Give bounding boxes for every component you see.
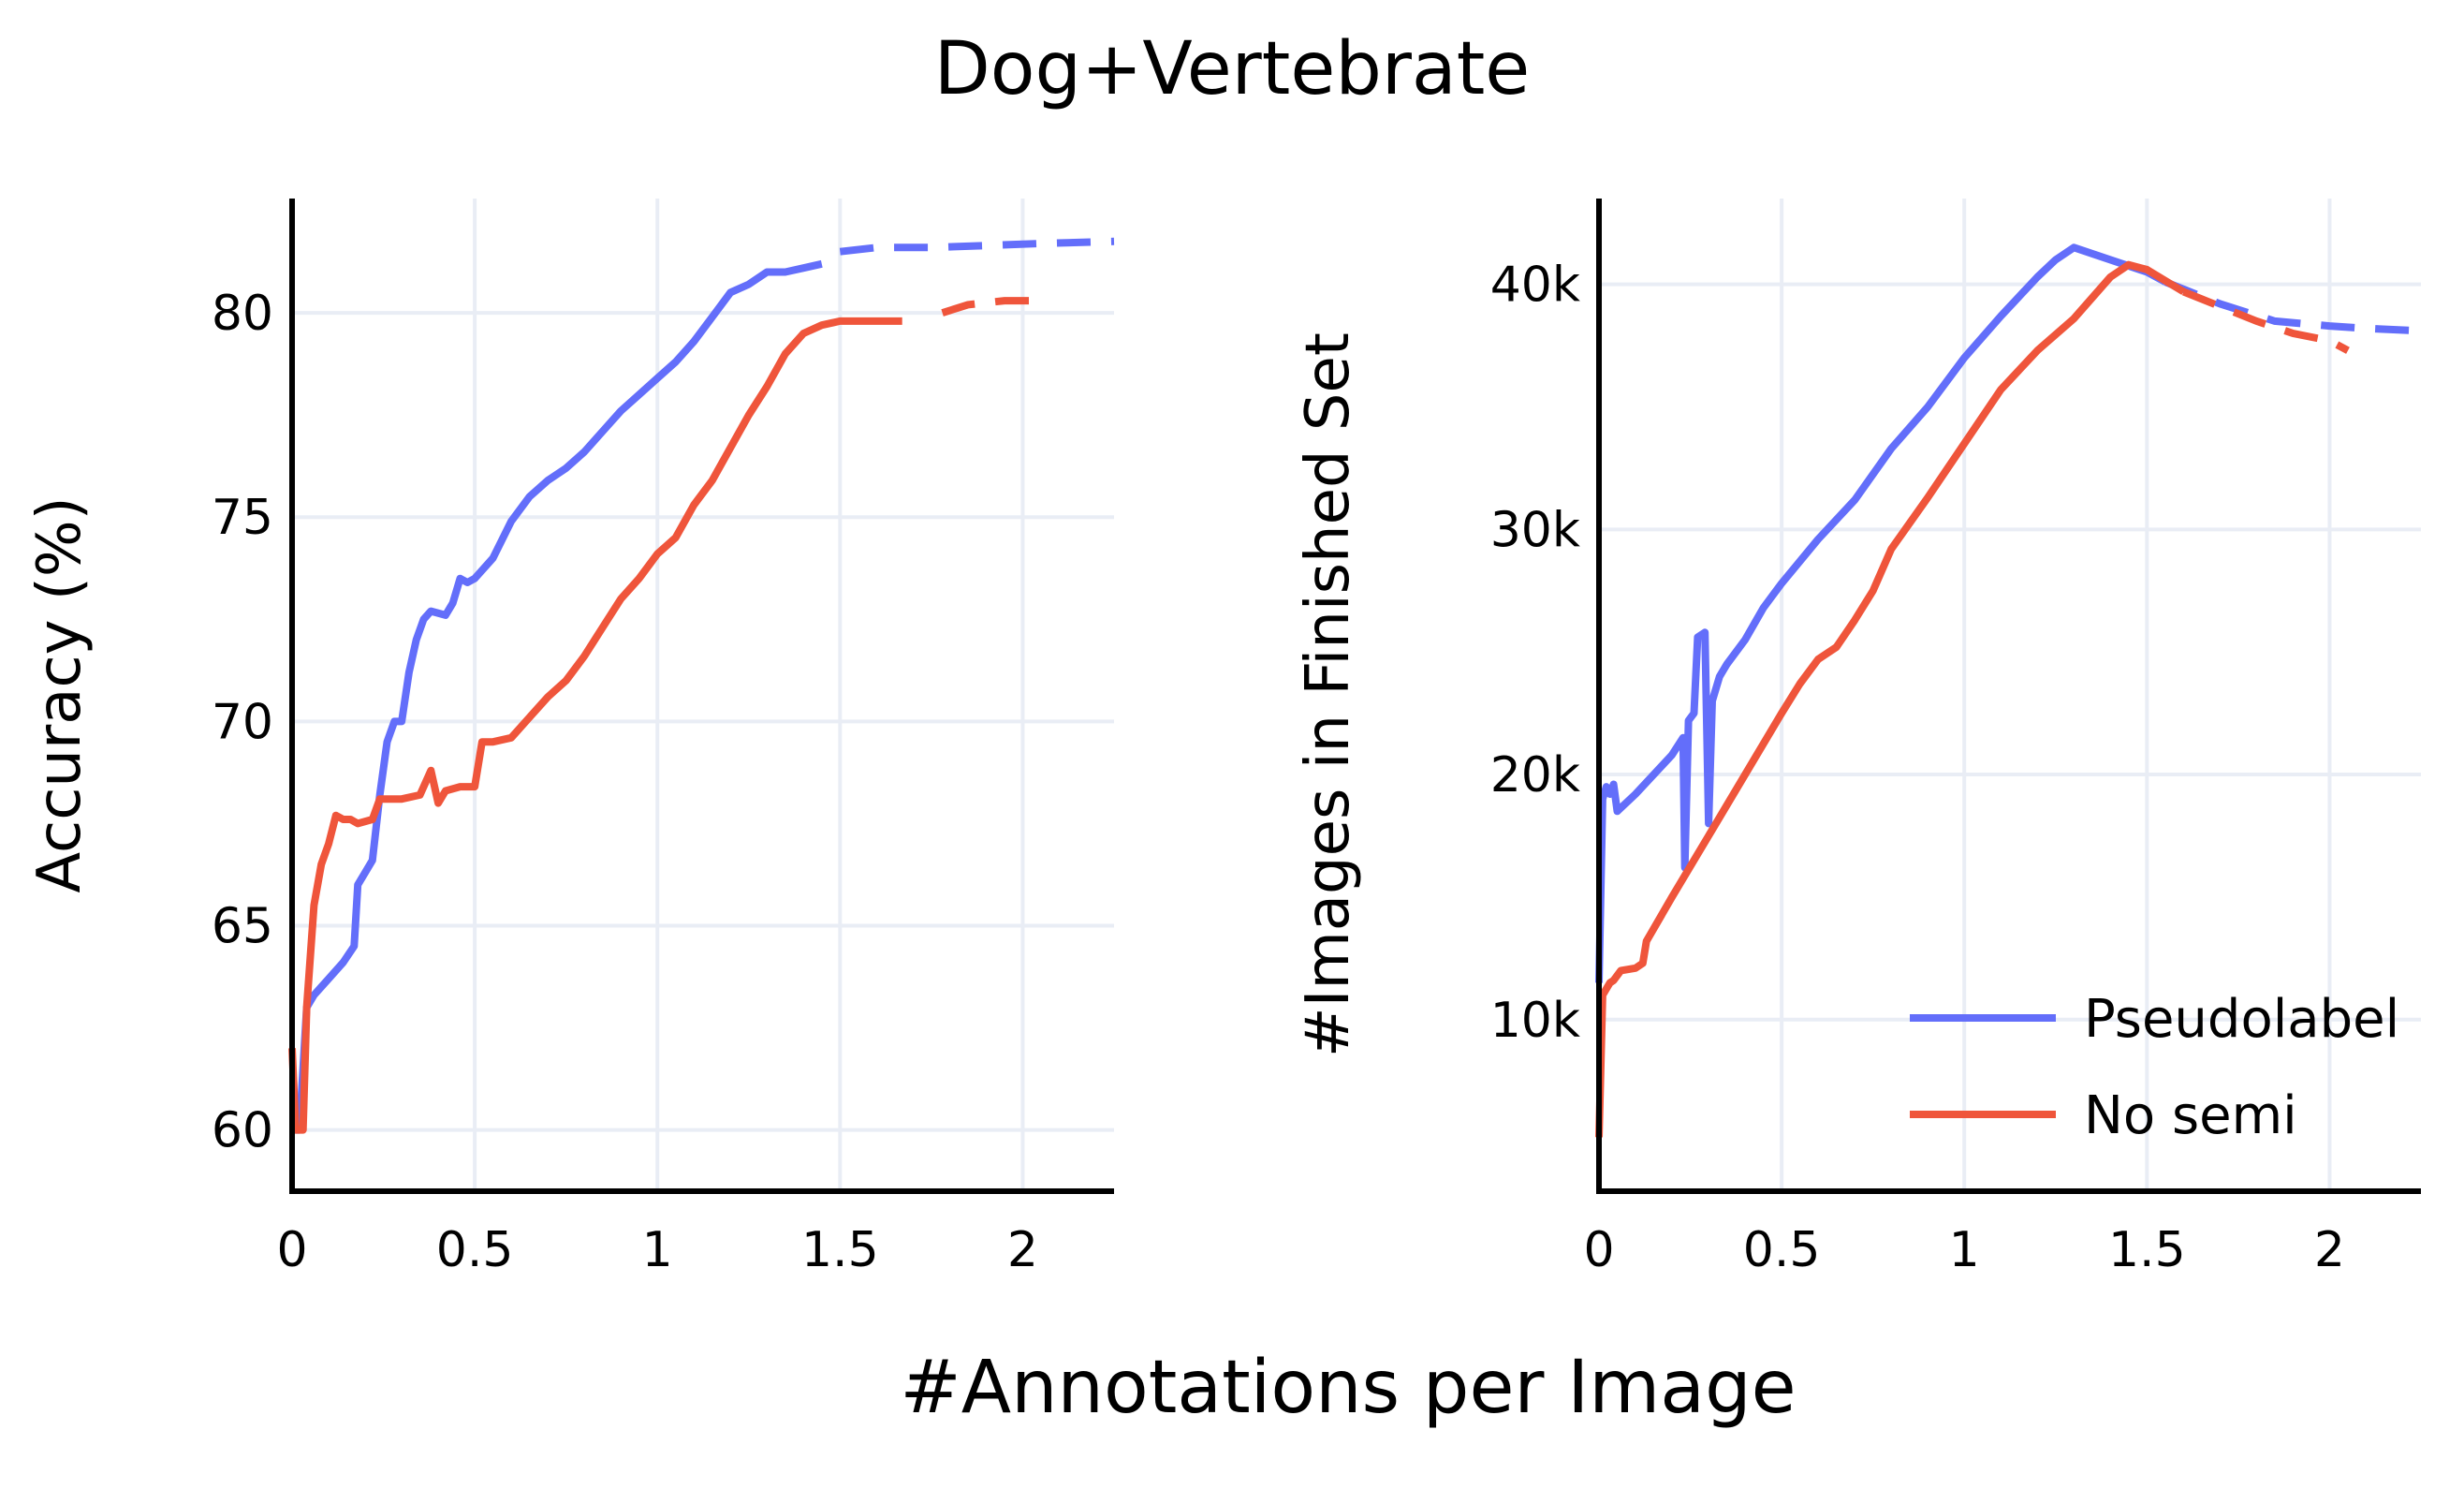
series-line-dashed-no-semi	[941, 297, 1041, 317]
y-tick-label: 40k	[1490, 258, 1580, 314]
y-axis-label: Accuracy (%)	[25, 496, 95, 892]
x-tick-label: 0	[276, 1222, 307, 1278]
y-tick-label: 80	[212, 286, 273, 342]
x-tick-label: 2	[2314, 1222, 2345, 1278]
y-tick-label: 70	[212, 694, 273, 750]
y-tick-label: 60	[212, 1103, 273, 1159]
x-tick-label: 0.5	[1743, 1222, 1821, 1278]
images-finished-chart: 0 0.5 1 1.5 2 10k 20k 30k 40k #Images in Finished…	[1294, 199, 2422, 1278]
series-line-pseudolabel	[292, 259, 823, 1134]
legend-label-pseudolabel: Pseudolabel	[2084, 989, 2399, 1050]
y-axis-label: #Images in Finished Set	[1294, 332, 1363, 1057]
accuracy-chart: 0 0.5 1 1.5 2 60 65 70 75 80 Accuracy (%)	[25, 199, 1115, 1278]
series-line-dashed-no-semi	[2181, 287, 2350, 354]
x-tick-label: 0	[1583, 1222, 1614, 1278]
x-tick-label: 2	[1007, 1222, 1038, 1278]
series-line-dashed-pseudolabel	[2163, 278, 2422, 335]
y-tick-label: 65	[212, 898, 273, 954]
x-tick-label: 0.5	[436, 1222, 514, 1278]
x-tick-label: 1.5	[801, 1222, 879, 1278]
x-tick-label: 1	[1949, 1222, 1980, 1278]
series-line-no-semi	[288, 317, 902, 1134]
series-line-pseudolabel	[1595, 243, 2167, 983]
series-line-dashed-pseudolabel	[839, 237, 1115, 256]
figure-title: Dog+Vertebrate	[934, 27, 1531, 111]
legend: Pseudolabel No semi	[1910, 989, 2399, 1146]
y-tick-label: 20k	[1490, 747, 1580, 803]
y-tick-label: 10k	[1490, 993, 1580, 1049]
y-tick-label: 75	[212, 490, 273, 546]
legend-label-no-semi: No semi	[2084, 1085, 2297, 1146]
x-tick-label: 1.5	[2108, 1222, 2186, 1278]
series-line-no-semi	[1595, 260, 2186, 1138]
y-tick-label: 30k	[1490, 502, 1580, 558]
x-tick-label: 1	[642, 1222, 673, 1278]
shared-x-axis-label: #Annotations per Image	[900, 1346, 1796, 1430]
